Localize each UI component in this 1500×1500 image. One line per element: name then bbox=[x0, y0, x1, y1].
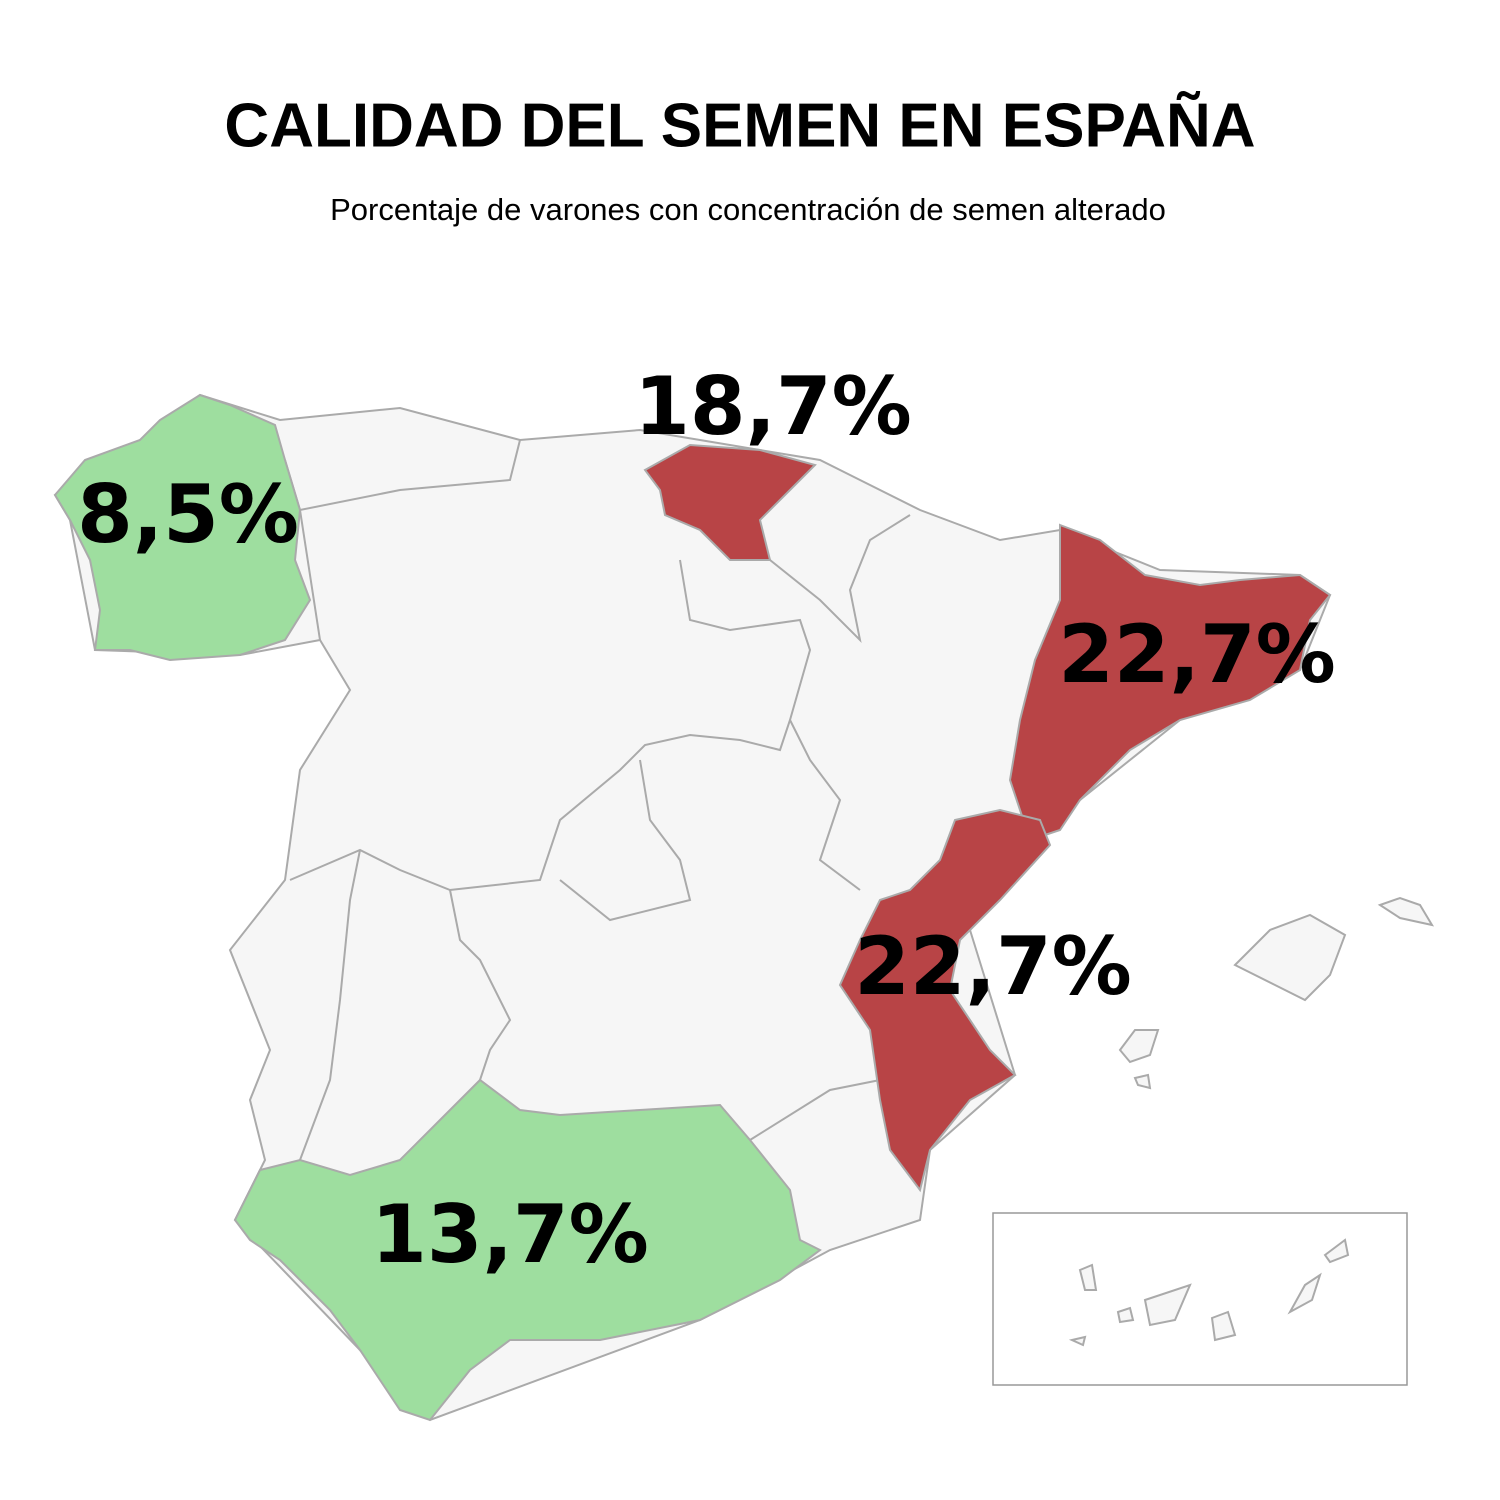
region bbox=[838, 808, 1052, 1193]
labels: 8,5% 18,7% 22,7% 22,7% 13,7% bbox=[77, 360, 1336, 1281]
island bbox=[1143, 1283, 1192, 1327]
regions bbox=[53, 393, 1332, 1422]
canary-inset bbox=[992, 1212, 1408, 1386]
island bbox=[1078, 1263, 1098, 1291]
region bbox=[233, 1078, 822, 1422]
island bbox=[1068, 1335, 1087, 1347]
region-border bbox=[769, 514, 911, 644]
region bbox=[643, 443, 817, 561]
value-label: 8,5% bbox=[77, 468, 299, 561]
region-border bbox=[289, 559, 812, 892]
formentera bbox=[1133, 1073, 1152, 1090]
base-map bbox=[53, 393, 1435, 1422]
mallorca bbox=[1233, 913, 1347, 1002]
chart-subtitle: Porcentaje de varones con concentración … bbox=[330, 192, 1166, 227]
island bbox=[1116, 1306, 1135, 1324]
region-border bbox=[749, 1079, 881, 1141]
island bbox=[1210, 1310, 1237, 1342]
region-border bbox=[299, 849, 361, 1161]
value-label: 22,7% bbox=[854, 920, 1132, 1013]
menorca bbox=[1377, 896, 1435, 927]
value-label: 22,7% bbox=[1058, 608, 1336, 701]
region-border bbox=[789, 719, 861, 891]
value-label: 18,7% bbox=[634, 360, 912, 453]
region bbox=[53, 393, 312, 662]
value-label: 13,7% bbox=[371, 1188, 649, 1281]
island bbox=[1323, 1238, 1350, 1264]
region-border bbox=[449, 889, 512, 1081]
ibiza bbox=[1118, 1029, 1160, 1064]
region bbox=[1008, 523, 1332, 842]
island bbox=[1287, 1272, 1322, 1315]
region-border bbox=[559, 759, 692, 922]
region-border bbox=[299, 509, 321, 641]
chart-title: CALIDAD DEL SEMEN EN ESPAÑA bbox=[224, 91, 1255, 160]
